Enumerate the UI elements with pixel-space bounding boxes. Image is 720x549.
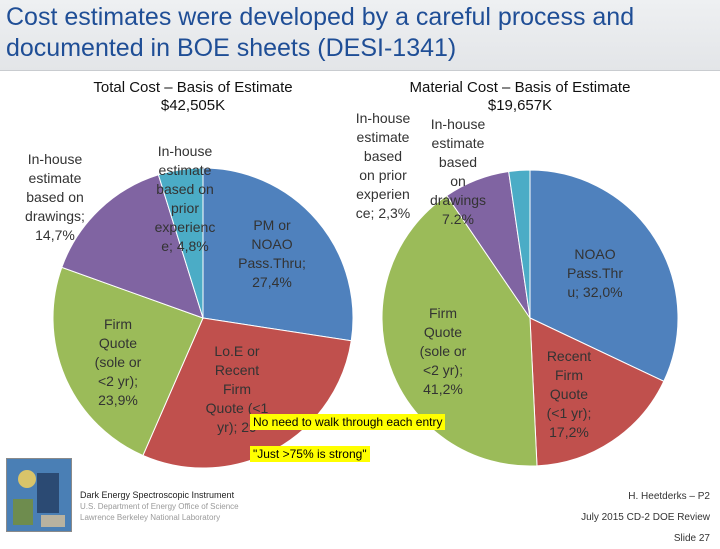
- chart1-slice-5: [157, 167, 204, 319]
- chart1-slice-3-label: Firm Quote (sole or <2 yr); 23,9%: [95, 316, 142, 408]
- footer-org: Dark Energy Spectroscopic Instrument U.S…: [80, 490, 239, 523]
- footer-org-name: Dark Energy Spectroscopic Instrument: [80, 490, 235, 500]
- chart1-slice-5-label: In-house estimate based on prior experienc e;…: [155, 143, 216, 254]
- chart1-slice-2-label: Lo.E or Recent Firm Quote (<1 yr); 29: [206, 343, 269, 435]
- telescope-image: [7, 459, 71, 531]
- chart2-slice-1-label: NOAO Pass.Thr u; 32,0%: [567, 246, 623, 300]
- speaker-note-1: No need to walk through each entry: [250, 414, 446, 430]
- title-band: [0, 0, 720, 71]
- footer-right: H. Heetderks – P2 July 2015 CD-2 DOE Rev…: [581, 486, 710, 549]
- chart1-title: Total Cost – Basis of Estimate: [93, 79, 292, 96]
- chart1-slice-4: [61, 174, 204, 319]
- chart1-slice-4-label: In-house estimate based on drawings; 14,7%: [25, 151, 85, 243]
- chart2-slice-5-label: In-house estimate based on prior experien ce;…: [356, 110, 411, 221]
- chart1-slice-3: [52, 266, 204, 457]
- footer-org-doe: U.S. Department of Energy Office of Scie…: [80, 502, 239, 511]
- chart2-slice-4-label: In-house estimate based on drawings 7.2%: [430, 116, 486, 227]
- chart1-subtitle: $42,505K: [161, 97, 225, 114]
- footer-org-lbnl: Lawrence Berkeley National Laboratory: [80, 513, 221, 522]
- chart2-slice-2-label: Recent Firm Quote (<1 yr); 17,2%: [547, 348, 592, 440]
- chart1-slice-1: [202, 167, 354, 342]
- chart2-title: Material Cost – Basis of Estimate: [410, 79, 631, 96]
- chart2-slice-5: [508, 169, 531, 319]
- footer-event: July 2015 CD-2 DOE Review: [581, 512, 710, 523]
- chart2-slice-3: [381, 194, 538, 467]
- footer-slide-number: Slide 27: [673, 533, 710, 544]
- slide-title: Cost estimates were developed by a caref…: [6, 3, 635, 62]
- desi-logo: [6, 458, 72, 532]
- chart2-slice-1: [529, 169, 679, 382]
- chart2-slice-2: [529, 317, 665, 467]
- chart2-slice-3-label: Firm Quote (sole or <2 yr); 41,2%: [420, 305, 467, 397]
- chart1-slice-1-label: PM or NOAO Pass.Thru; 27,4%: [238, 217, 306, 290]
- footer-author: H. Heetderks – P2: [628, 491, 710, 502]
- chart2-subtitle: $19,657K: [488, 97, 552, 114]
- speaker-note-2: "Just >75% is strong": [250, 446, 370, 462]
